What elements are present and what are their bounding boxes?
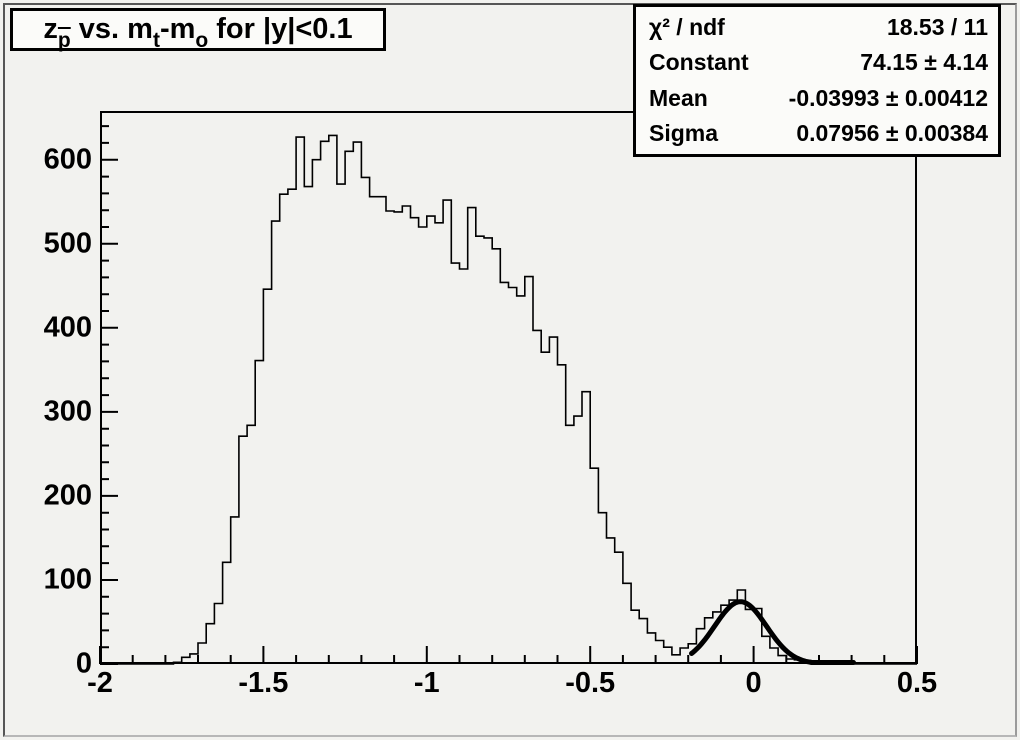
title-box: zp vs. mt-mo for |y|<0.1 xyxy=(10,8,386,52)
stats-label: Sigma xyxy=(649,119,719,146)
stats-label: χ² / ndf xyxy=(649,14,725,41)
x-tick-label: -1 xyxy=(413,667,440,699)
stats-label: Constant xyxy=(649,49,749,76)
y-tick-label: 0 xyxy=(75,647,92,680)
stats-row: Mean -0.03993 ± 0.00412 xyxy=(636,85,998,112)
title-subscript: o xyxy=(195,29,209,52)
stats-row: Constant 74.15 ± 4.14 xyxy=(636,49,998,76)
x-tick-label: 0 xyxy=(745,667,762,699)
stats-label: Mean xyxy=(649,84,708,111)
stats-row: Sigma 0.07956 ± 0.00384 xyxy=(636,120,998,147)
x-tick-label: 0.5 xyxy=(896,667,938,699)
y-tick-label: 200 xyxy=(43,479,92,512)
title-subscript: t xyxy=(152,29,160,52)
x-tick-label: -0.5 xyxy=(565,667,616,699)
stats-box: χ² / ndf 18.53 / 11 Constant 74.15 ± 4.14 Me… xyxy=(633,4,1001,157)
axis-frame xyxy=(100,111,917,664)
title-text: -m xyxy=(159,13,196,45)
fit-curve xyxy=(689,599,856,665)
title-subscript: p xyxy=(57,29,71,52)
y-tick-label: 100 xyxy=(43,563,92,596)
x-tick-label: -1.5 xyxy=(238,667,289,699)
title-text: z xyxy=(43,13,58,45)
y-tick-label: 600 xyxy=(43,143,92,176)
stats-value: 18.53 / 11 xyxy=(886,14,988,41)
stats-value: 74.15 ± 4.14 xyxy=(860,49,988,76)
stats-row: χ² / ndf 18.53 / 11 xyxy=(636,14,998,41)
plot-area xyxy=(99,111,918,665)
stats-value: -0.03993 ± 0.00412 xyxy=(788,84,988,111)
stats-value: 0.07956 ± 0.00384 xyxy=(796,119,988,146)
y-tick-label: 300 xyxy=(43,395,92,428)
title-text: vs. m xyxy=(70,13,153,45)
histogram-line xyxy=(100,134,917,665)
title-text: for |y|<0.1 xyxy=(208,13,353,45)
plot-title: zp vs. mt-mo for |y|<0.1 xyxy=(43,13,353,52)
x-tick-label: -2 xyxy=(87,667,113,699)
y-tick-label: 500 xyxy=(43,227,92,260)
y-tick-label: 400 xyxy=(43,311,92,344)
